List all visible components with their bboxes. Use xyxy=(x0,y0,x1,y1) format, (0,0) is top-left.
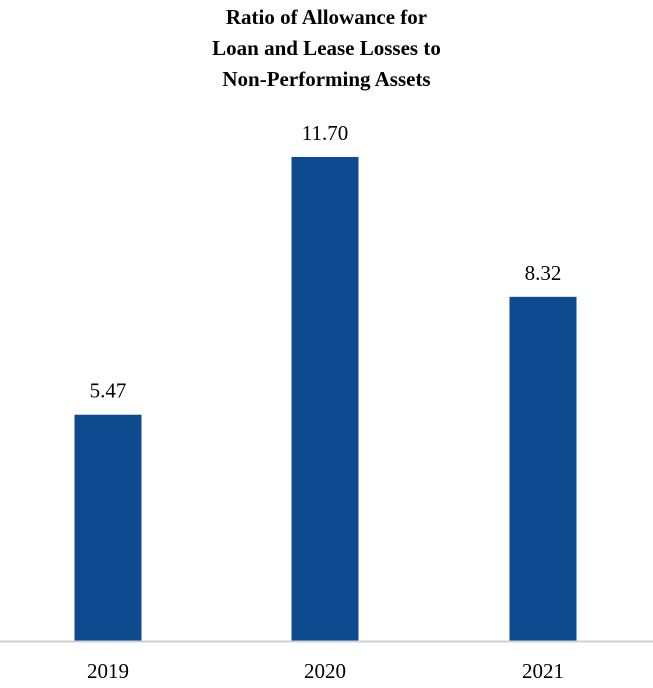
bar-2021 xyxy=(509,296,577,641)
bar-2020 xyxy=(291,157,359,641)
chart-title: Ratio of Allowance for Loan and Lease Lo… xyxy=(0,2,653,95)
x-tick-label-2021: 2021 xyxy=(522,659,564,683)
data-label-2019: 5.47 xyxy=(90,379,127,403)
chart-title-line-1: Ratio of Allowance for xyxy=(225,5,428,29)
x-tick-label-2020: 2020 xyxy=(304,659,346,683)
x-tick-label-2019: 2019 xyxy=(87,659,129,683)
bar-2019 xyxy=(74,414,142,641)
data-label-2020: 11.70 xyxy=(302,121,348,145)
chart-title-line-3: Non-Performing Assets xyxy=(222,67,431,91)
chart-title-line-2: Loan and Lease Losses to xyxy=(212,36,441,60)
data-label-2021: 8.32 xyxy=(525,261,562,285)
